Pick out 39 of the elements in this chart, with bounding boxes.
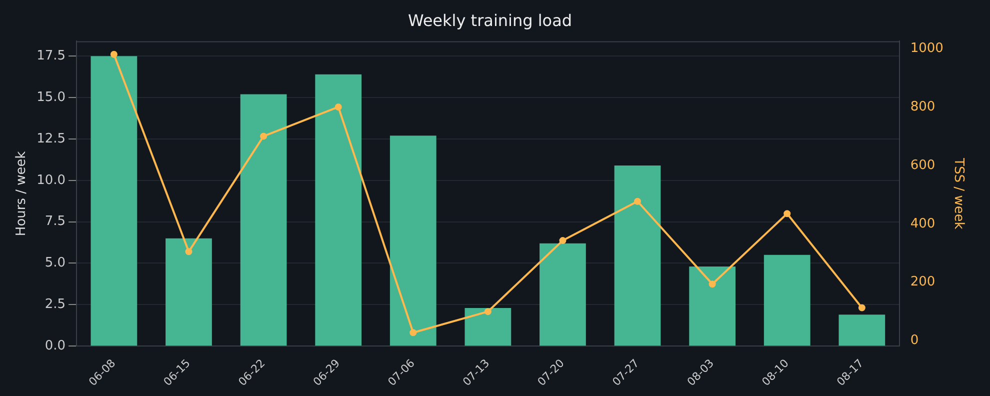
bar — [390, 136, 436, 346]
bar — [540, 243, 586, 346]
point — [634, 198, 642, 205]
y2-tick-label: 400 — [910, 216, 936, 232]
point — [784, 210, 791, 218]
point — [559, 237, 566, 244]
y-tick-label: 5.0 — [44, 256, 66, 271]
y-tick-label: 0.0 — [44, 338, 66, 354]
y-tick-label: 7.5 — [44, 214, 66, 230]
bar — [464, 308, 512, 346]
point — [858, 304, 866, 312]
point — [410, 329, 417, 336]
y-tick-label: 12.5 — [36, 131, 66, 146]
y-tick-label: 15.0 — [36, 90, 66, 105]
bar — [689, 266, 736, 346]
point — [484, 308, 492, 316]
y-axis-title: Hours / week — [14, 150, 30, 236]
point — [185, 248, 192, 256]
y2-tick-label: 600 — [910, 158, 936, 173]
y-tick-label: 17.5 — [36, 48, 66, 64]
y-tick-label: 2.5 — [44, 297, 66, 312]
chart-title: Weekly training load — [408, 10, 572, 30]
bar — [764, 254, 810, 346]
point — [334, 103, 342, 110]
y2-tick-label: 1000 — [910, 40, 944, 56]
point — [708, 280, 716, 288]
bar — [240, 94, 287, 346]
y2-tick-label: 200 — [910, 274, 936, 290]
bar — [90, 56, 138, 346]
bar — [838, 314, 886, 346]
bar — [166, 238, 212, 346]
y2-axis-title: TSS / week — [950, 157, 966, 230]
y2-tick-label: 0 — [910, 333, 919, 348]
y2-tick-label: 800 — [910, 99, 936, 114]
bar — [315, 74, 362, 346]
point — [260, 132, 268, 140]
point — [110, 50, 118, 58]
y-tick-label: 10.0 — [36, 172, 66, 188]
bar — [614, 165, 661, 346]
